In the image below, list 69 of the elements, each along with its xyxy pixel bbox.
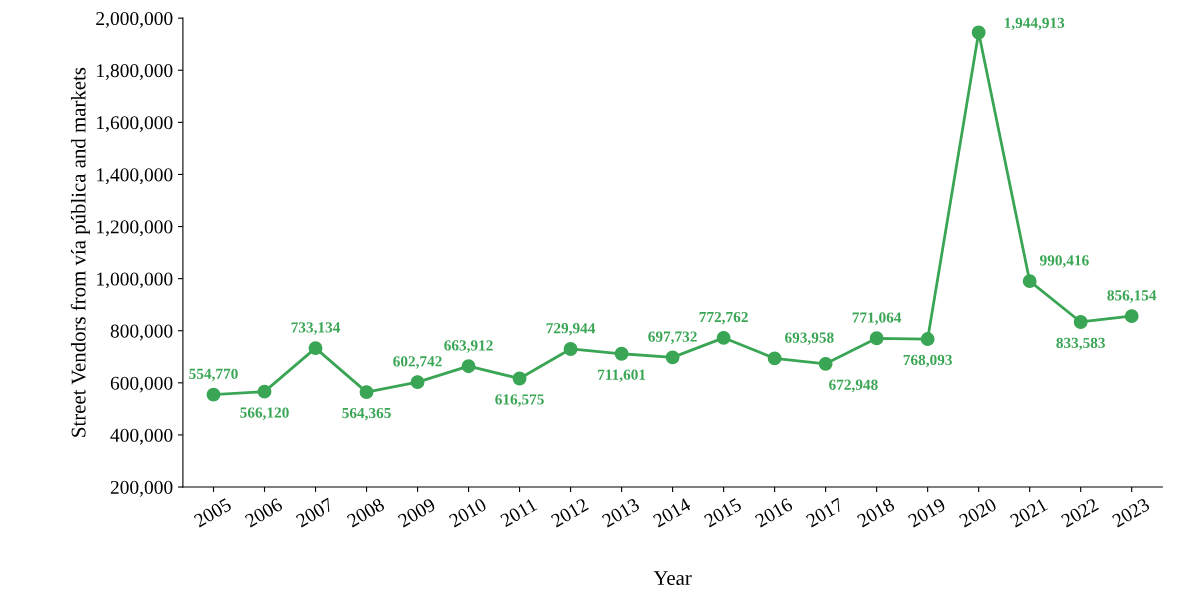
text: 554,770 — [189, 368, 238, 382]
text: 663,912 — [444, 340, 493, 353]
text: 566,120 — [240, 407, 289, 420]
text: 616,575 — [495, 394, 544, 407]
text: 768,093 — [903, 354, 952, 368]
x-tick-label: 2021 — [1009, 497, 1048, 528]
y-tick-label: 2,000,000 — [96, 11, 173, 28]
text: 564,365 — [342, 407, 391, 421]
point — [665, 350, 680, 365]
text: 711,601 — [598, 369, 646, 383]
point — [1124, 309, 1139, 324]
x-tick-label: 2010 — [448, 497, 488, 528]
point — [512, 371, 527, 386]
x-tick-label: 2023 — [1111, 497, 1151, 528]
point — [818, 356, 833, 371]
y-tick-label: 600,000 — [110, 376, 173, 393]
x-tick-label: 2011 — [499, 497, 538, 528]
y-tick-label: 1,000,000 — [97, 272, 173, 289]
text: 693,958 — [785, 332, 834, 345]
x-tick-label: 2018 — [856, 497, 896, 528]
x-tick-label: 2017 — [805, 497, 845, 528]
text: 729,944 — [546, 323, 596, 336]
x-tick-label: 2015 — [703, 497, 743, 528]
point — [920, 332, 935, 346]
text: 1,944,913 — [1004, 17, 1065, 31]
text: 697,732 — [648, 331, 697, 344]
x-tick-label: 2008 — [346, 497, 386, 528]
x-tick-label: 2022 — [1060, 497, 1100, 528]
point — [869, 331, 884, 346]
point — [257, 384, 272, 399]
x-tick-label: 2013 — [601, 497, 641, 528]
text: 672,948 — [829, 379, 878, 393]
y-tick-label: 1,400,000 — [97, 168, 173, 185]
y-tick-label: 1,800,000 — [97, 64, 173, 80]
y-tick-label: 400,000 — [110, 428, 173, 445]
x-tick-label: 2019 — [907, 497, 947, 528]
point — [461, 359, 476, 374]
text: 602,742 — [393, 356, 442, 369]
x-tick-label: 2007 — [295, 497, 335, 528]
x-tick-label: 2012 — [550, 497, 589, 528]
point — [1022, 274, 1037, 289]
text: 772,762 — [699, 311, 748, 325]
x-axis-title: Year — [653, 571, 692, 586]
text: 833,583 — [1056, 337, 1105, 351]
text: 771,064 — [852, 312, 902, 325]
text: 733,134 — [291, 322, 341, 335]
y-tick-label: 1,200,000 — [97, 220, 173, 237]
point — [359, 385, 374, 400]
x-tick-label: 2020 — [958, 497, 998, 528]
point — [206, 387, 221, 402]
point — [563, 342, 578, 356]
x-tick-label: 2014 — [652, 497, 692, 528]
point — [767, 351, 782, 366]
point — [308, 341, 323, 356]
y-tick-label: 200,000 — [110, 480, 173, 497]
x-tick-label: 2009 — [397, 497, 437, 528]
y-axis-title: Street Vendors from vía pública and markets — [70, 67, 90, 437]
point — [971, 25, 986, 40]
point — [1073, 315, 1088, 329]
point — [716, 330, 731, 345]
x-tick-label: 2006 — [244, 497, 284, 528]
y-tick-label: 800,000 — [110, 324, 173, 341]
point — [410, 375, 425, 390]
point — [614, 346, 629, 361]
x-tick-label: 2005 — [193, 497, 233, 528]
text: 856,154 — [1107, 290, 1157, 303]
x-tick-label: 2016 — [754, 497, 794, 528]
text: 990,416 — [1039, 255, 1089, 268]
y-tick-label: 1,600,000 — [97, 116, 173, 133]
